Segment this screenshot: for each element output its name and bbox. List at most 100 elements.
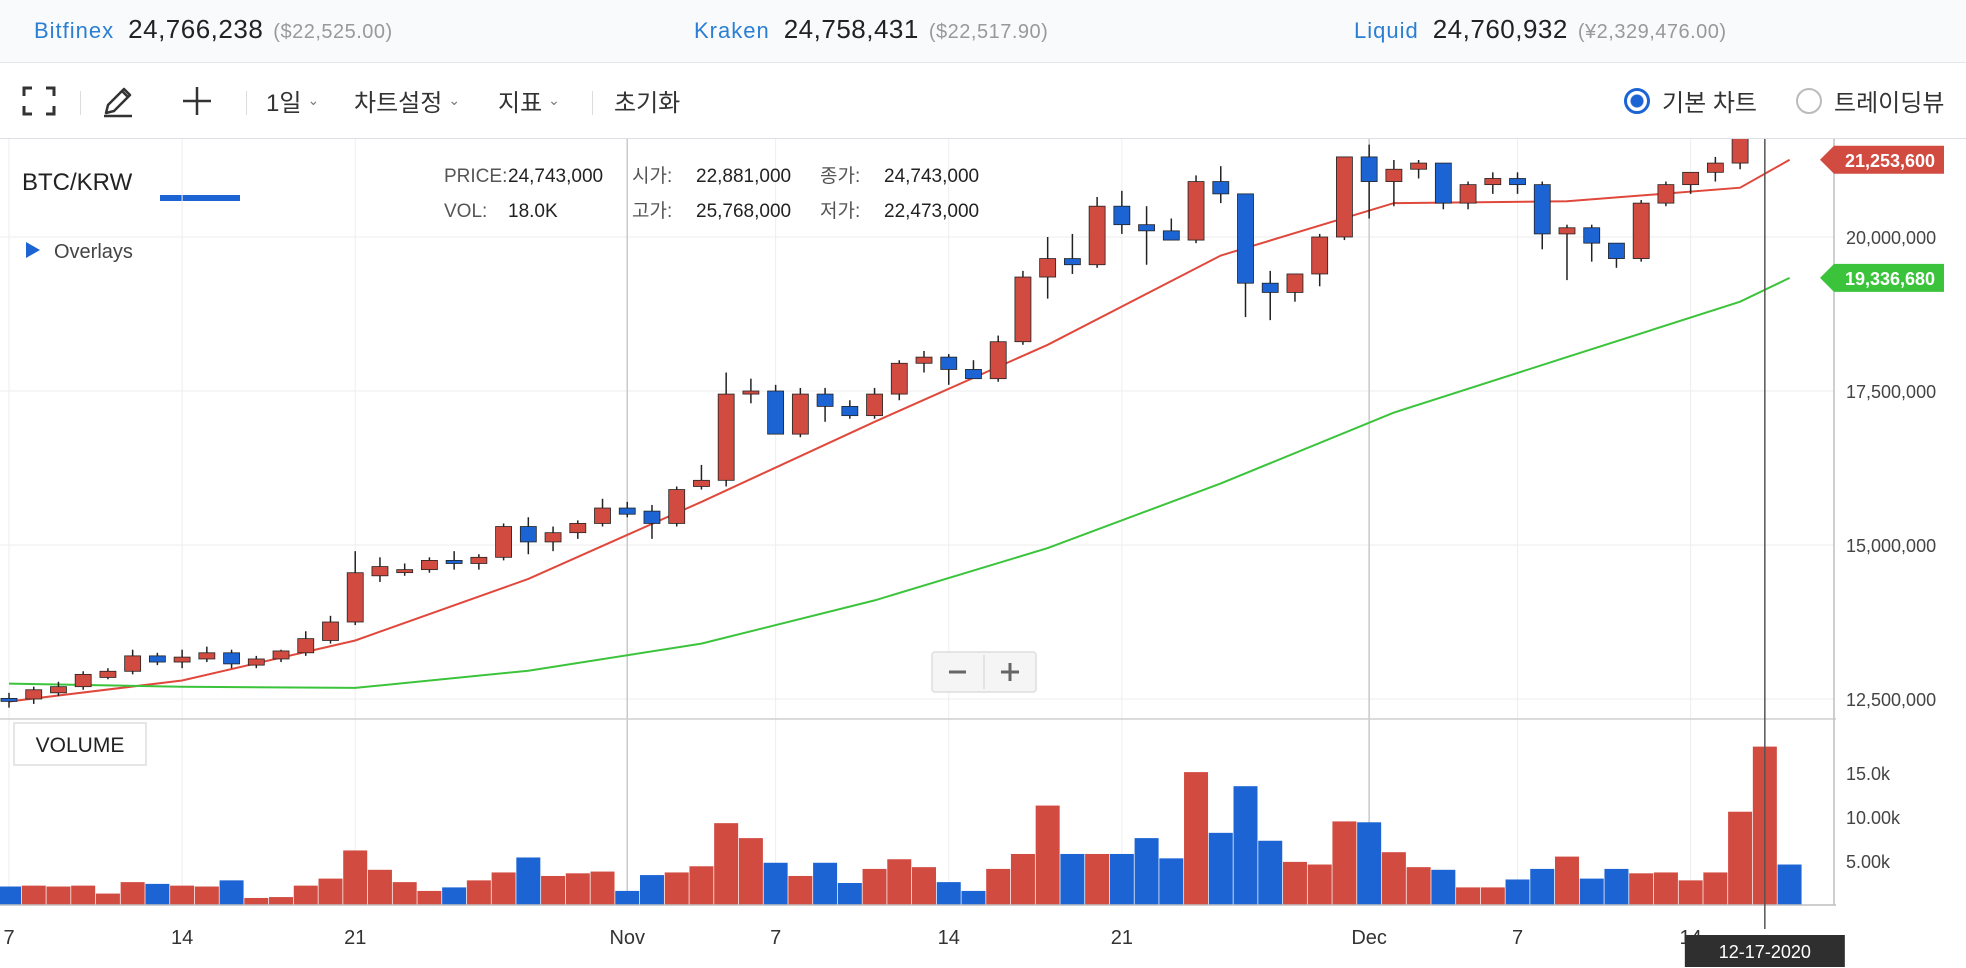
candle-body [1261, 282, 1279, 293]
volume-bar [219, 880, 244, 905]
volume-bar [689, 866, 714, 905]
volume-bar [1109, 853, 1134, 905]
candle-body [1088, 205, 1106, 266]
x-tick-label: 14 [171, 927, 193, 949]
candle-body [322, 621, 339, 641]
candle-body [272, 650, 290, 660]
price-chart[interactable]: 12,500,000 15,000,000 17,500,000 20,000,000… [0, 139, 1966, 968]
volume-bar [1604, 868, 1629, 905]
chart-settings-dropdown[interactable]: 차트설정 ⌄ [354, 63, 460, 138]
indicators-dropdown[interactable]: 지표 ⌄ [498, 63, 560, 138]
volume-bar [639, 875, 664, 905]
volume-bar [862, 868, 887, 905]
basic-chart-radio[interactable]: 기본 차트 [1624, 63, 1757, 138]
reset-button[interactable]: 초기화 [614, 63, 680, 138]
ticker-liquid[interactable]: Liquid 24,760,932 (¥2,329,476.00) [1354, 14, 1727, 45]
candle-body [618, 507, 636, 515]
volume-bar [714, 823, 739, 905]
fullscreen-button[interactable] [22, 63, 56, 138]
volume-bar [936, 882, 961, 905]
short-moving-average-line [8, 158, 1791, 703]
volume-bar [1184, 772, 1209, 905]
interval-dropdown[interactable]: 1일 ⌄ [266, 63, 319, 138]
candle-body [594, 507, 611, 524]
volume-bar [763, 862, 788, 905]
volume-bars [0, 746, 1802, 905]
tradingview-radio[interactable]: 트레이딩뷰 [1796, 63, 1944, 138]
volume-bar [1060, 853, 1085, 905]
candle-body [198, 652, 216, 660]
volume-bar [145, 883, 170, 905]
open-value: 22,881,000 [696, 166, 791, 187]
candle-body [1459, 184, 1477, 204]
candle-body [25, 689, 43, 700]
ticker-bitfinex[interactable]: Bitfinex 24,766,238 ($22,525.00) [34, 14, 393, 45]
x-tick-label: 7 [3, 927, 14, 949]
candle-body [1187, 181, 1205, 241]
candle-body [99, 670, 117, 678]
candle-body [717, 393, 735, 481]
volume-bar [664, 872, 689, 905]
volume-bar [293, 885, 318, 905]
candle-body [1632, 202, 1650, 259]
zoom-in-icon [1001, 663, 1019, 681]
candle-body [1237, 193, 1254, 284]
exchange-ticker: Bitfinex 24,766,238 ($22,525.00) Kraken 24,… [0, 0, 1966, 63]
candle-body [1063, 258, 1081, 266]
x-tick-label: 7 [1512, 927, 1523, 949]
radio-selected-icon [1624, 87, 1650, 114]
volume-bar [1554, 856, 1579, 905]
toolbar-divider [592, 91, 593, 115]
exchange-name: Kraken [694, 18, 770, 43]
symbol-label: BTC/KRW [22, 169, 133, 196]
candle-body [495, 526, 513, 558]
volume-bar [1134, 838, 1159, 905]
volume-bar [343, 850, 368, 905]
volume-bar [1579, 878, 1604, 905]
open-label: 시가: [632, 165, 672, 187]
volume-bar [1159, 858, 1184, 905]
candle-body [1583, 227, 1601, 244]
x-tick-label: 14 [938, 927, 960, 949]
x-tick-label: 21 [344, 927, 366, 949]
candle-body [0, 697, 18, 702]
y-tick-label: 15,000,000 [1846, 536, 1936, 556]
candle-body [890, 362, 908, 395]
candle-body [1311, 236, 1329, 275]
volume-label: VOL: [444, 201, 487, 222]
volume-bar [887, 859, 912, 905]
candle-body [1682, 171, 1700, 186]
crosshair-icon [183, 86, 211, 115]
volume-bar [0, 886, 21, 905]
candle-body [791, 393, 809, 435]
exchange-fiat-price: ($22,517.90) [928, 21, 1049, 43]
toolbar-divider [246, 91, 247, 115]
candle-body [866, 393, 883, 417]
long-moving-average-line [8, 276, 1791, 689]
close-value: 24,743,000 [884, 166, 979, 187]
candle-body [544, 532, 562, 543]
volume-bar [392, 882, 417, 905]
volume-bar [961, 890, 986, 905]
candle-body [50, 686, 67, 694]
candle-body [1608, 242, 1625, 259]
y-tick-label: 17,500,000 [1846, 382, 1936, 402]
candle-body [1286, 273, 1304, 293]
candle-body [940, 356, 958, 370]
volume-bar [590, 871, 615, 905]
volume-bar [1456, 887, 1481, 905]
exchange-name: Bitfinex [34, 18, 115, 43]
reset-label: 초기화 [614, 90, 681, 117]
crosshair-button[interactable] [180, 63, 214, 138]
low-value: 22,473,000 [884, 201, 979, 222]
volume-bar [837, 883, 862, 905]
ticker-kraken[interactable]: Kraken 24,758,431 ($22,517.90) [694, 14, 1048, 45]
exchange-price: 24,766,238 [128, 14, 264, 44]
drawing-tool-button[interactable] [100, 63, 136, 138]
close-label: 종가: [820, 165, 860, 187]
low-label: 저가: [820, 200, 860, 222]
candle-body [693, 479, 710, 487]
candle-body [1162, 230, 1180, 241]
volume-bar [1703, 872, 1728, 905]
overlays-toggle: Overlays [54, 241, 133, 263]
